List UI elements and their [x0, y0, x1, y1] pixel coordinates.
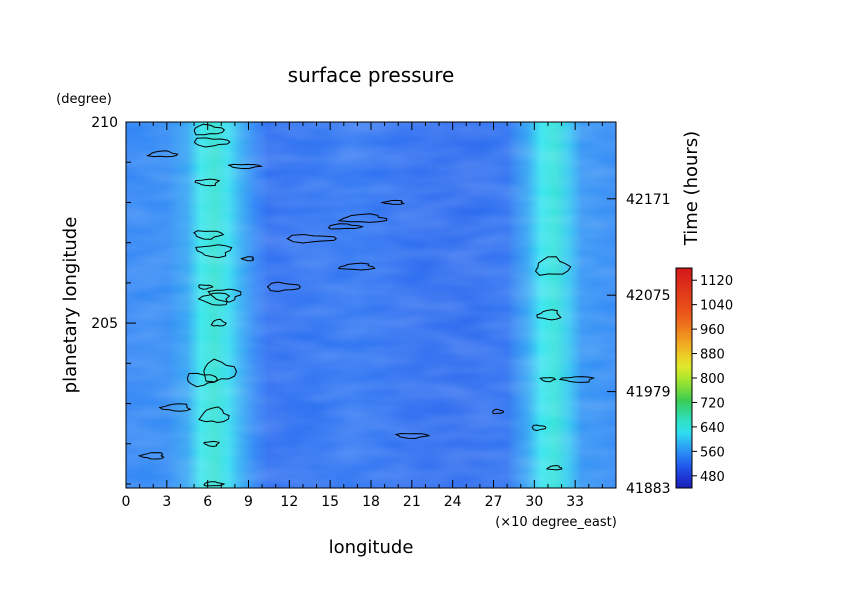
colorbar-tick-label: 560: [700, 445, 725, 460]
x-tick-label: 12: [280, 494, 298, 510]
y-axis-label: planetary longitude: [60, 217, 81, 394]
x-tick-label: 3: [162, 494, 171, 510]
contour-line: [193, 230, 225, 240]
time-tick-label: 41883: [626, 481, 671, 497]
x-tick-label: 6: [203, 494, 212, 510]
contour-line: [337, 213, 388, 223]
contour-line: [545, 464, 563, 471]
contour-line: [286, 233, 338, 244]
x-tick-label: 30: [525, 494, 543, 510]
contour-line: [203, 440, 220, 448]
y-axis-unit: (degree): [56, 92, 112, 107]
contour-line: [193, 137, 231, 148]
colorbar: 480 560 640 720 800 880 960 1040 1120: [675, 267, 733, 489]
contour-line: [227, 163, 264, 170]
colorbar-fill: [675, 267, 693, 489]
y-tick-label: 210: [91, 115, 118, 131]
y-axis: 205 210: [91, 115, 136, 485]
contour-line: [337, 262, 376, 271]
contour-line: [146, 150, 179, 158]
x-tick-label: 9: [244, 494, 253, 510]
colorbar-tick-label: 720: [700, 396, 725, 411]
x-tick-label: 24: [444, 494, 462, 510]
contour-line: [492, 408, 505, 415]
right-time-axis: 41883 41979 42075 42171: [607, 192, 671, 497]
contour-line: [380, 199, 406, 205]
colorbar-tick-label: 480: [700, 470, 725, 485]
contour-line: [536, 309, 562, 321]
time-axis-label: Time (hours): [681, 131, 702, 246]
x-axis-label: longitude: [329, 537, 414, 558]
contour-lines: [137, 123, 596, 487]
time-tick-label: 41979: [626, 385, 671, 401]
x-tick-label: 21: [403, 494, 421, 510]
contour-line: [137, 452, 165, 460]
contour-line: [193, 123, 226, 136]
contour-line: [194, 178, 221, 187]
x-tick-label: 18: [362, 494, 380, 510]
contour-line: [195, 244, 233, 259]
contour-line: [203, 358, 238, 383]
chart-title: surface pressure: [288, 63, 455, 87]
x-tick-label: 27: [485, 494, 503, 510]
time-tick-label: 42171: [626, 192, 671, 208]
x-tick-label: 33: [566, 494, 584, 510]
x-axis-unit: (×10 degree_east): [495, 515, 617, 530]
contour-line: [158, 403, 192, 412]
y-tick-label: 205: [91, 316, 118, 332]
contour-line: [558, 376, 596, 383]
contour-line: [198, 284, 214, 290]
contour-line: [210, 318, 227, 327]
plot-area: [126, 122, 616, 488]
x-axis: 0 3 6 9 12 15 18 21 24 27 30 33: [122, 122, 603, 510]
colorbar-tick-label: 880: [700, 348, 725, 363]
time-tick-label: 42075: [626, 288, 671, 304]
contour-line: [186, 372, 219, 388]
colorbar-tick-label: 640: [700, 421, 725, 436]
contour-line: [327, 223, 364, 230]
colorbar-tick-label: 800: [700, 372, 725, 387]
contour-line: [266, 281, 301, 293]
colorbar-tick-label: 1120: [700, 274, 733, 289]
contour-line: [534, 256, 572, 276]
contour-line: [240, 256, 255, 262]
contour-line: [198, 406, 230, 424]
contour-line: [197, 292, 231, 306]
colorbar-tick-label: 1040: [700, 299, 733, 314]
x-tick-label: 0: [122, 494, 131, 510]
contour-line: [539, 377, 557, 383]
contour-line: [203, 481, 226, 487]
contour-line: [394, 432, 431, 440]
contour-line: [531, 424, 547, 432]
colorbar-tick-label: 960: [700, 323, 725, 338]
heatmap-texture: [126, 122, 616, 488]
x-tick-label: 15: [321, 494, 339, 510]
